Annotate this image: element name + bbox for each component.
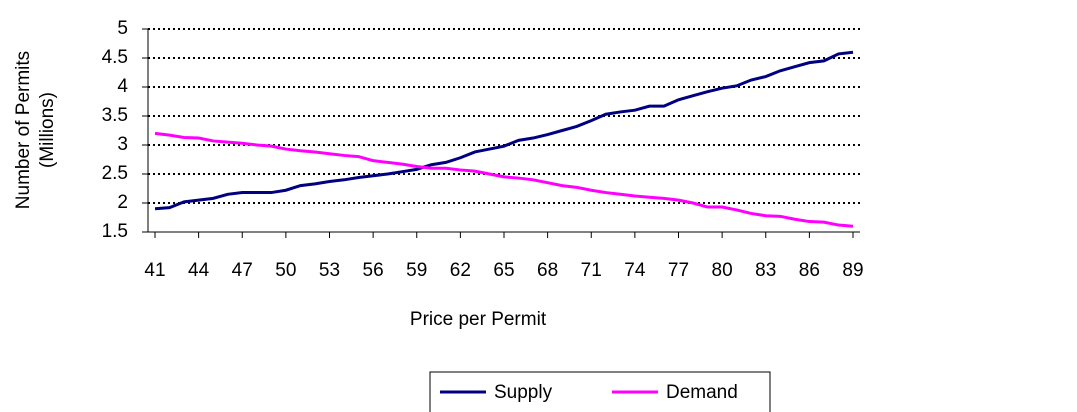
y-tick-label: 2.5: [102, 163, 128, 184]
x-tick-label: 62: [450, 260, 471, 281]
x-tick-label: 50: [275, 260, 296, 281]
series-line: [154, 131, 854, 228]
y-tick-label: 3.5: [102, 105, 128, 126]
x-tick-label: 80: [712, 260, 733, 281]
x-axis-label: Price per Permit: [410, 309, 547, 330]
x-tick-label: 65: [493, 260, 514, 281]
y-axis-label: (Millions): [37, 92, 58, 168]
x-tick-label: 41: [144, 260, 165, 281]
x-tick-label: 71: [581, 260, 602, 281]
legend-label: Supply: [494, 382, 553, 403]
y-tick-label: 2: [117, 192, 128, 213]
x-tick-label: 86: [799, 260, 820, 281]
x-tick-label: 83: [755, 260, 776, 281]
x-tick-label: 53: [319, 260, 340, 281]
x-tick-label: 56: [363, 260, 384, 281]
x-tick-label: 44: [188, 260, 210, 281]
y-tick-label: 4: [117, 76, 128, 97]
y-tick-label: 4.5: [102, 47, 128, 68]
legend-label: Demand: [666, 382, 738, 403]
y-tick-label: 1.5: [102, 221, 128, 242]
y-tick-label: 3: [117, 134, 128, 155]
x-tick-label: 77: [668, 260, 689, 281]
y-axis-label: Number of Permits: [13, 51, 34, 209]
legend-box: [429, 371, 771, 412]
x-tick-label: 74: [624, 260, 646, 281]
x-tick-label: 89: [842, 260, 863, 281]
x-tick-label: 68: [537, 260, 558, 281]
x-tick-label: 47: [232, 260, 253, 281]
y-tick-label: 5: [117, 18, 128, 39]
x-tick-label: 59: [406, 260, 427, 281]
series-line: [154, 50, 854, 211]
